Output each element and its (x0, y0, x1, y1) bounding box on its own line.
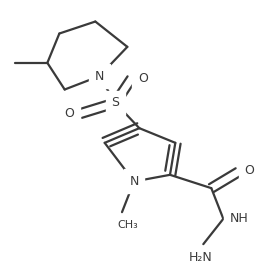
Text: O: O (245, 164, 255, 177)
Text: N: N (129, 175, 139, 188)
Text: NH: NH (230, 212, 249, 225)
Text: O: O (138, 72, 148, 85)
Text: H₂N: H₂N (189, 251, 213, 264)
Text: N: N (95, 70, 104, 83)
Text: CH₃: CH₃ (117, 220, 138, 230)
Text: S: S (111, 96, 119, 109)
Text: O: O (64, 107, 74, 120)
